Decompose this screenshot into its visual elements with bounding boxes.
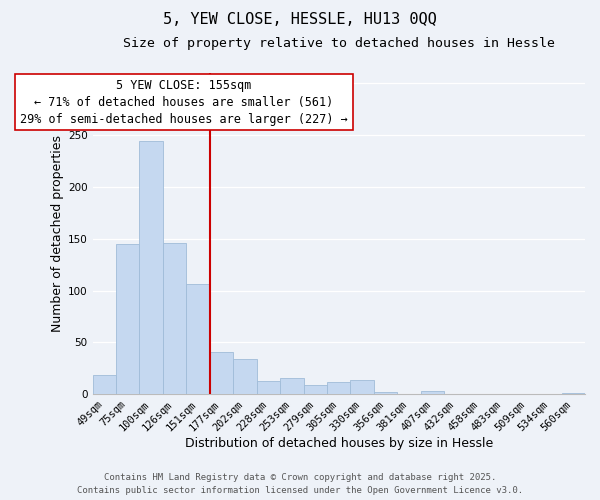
Text: 5 YEW CLOSE: 155sqm
← 71% of detached houses are smaller (561)
29% of semi-detac: 5 YEW CLOSE: 155sqm ← 71% of detached ho… (20, 78, 348, 126)
Bar (233, 359, 257, 394)
Bar (116, 244, 139, 394)
Text: Contains HM Land Registry data © Crown copyright and database right 2025.
Contai: Contains HM Land Registry data © Crown c… (77, 474, 523, 495)
Bar (187, 284, 210, 395)
Bar (374, 392, 397, 394)
Bar (210, 352, 233, 395)
Bar (421, 392, 444, 394)
Bar (139, 141, 163, 395)
Bar (92, 374, 116, 394)
Y-axis label: Number of detached properties: Number of detached properties (51, 135, 64, 332)
Bar (163, 243, 187, 394)
Bar (257, 381, 280, 394)
X-axis label: Distribution of detached houses by size in Hessle: Distribution of detached houses by size … (185, 437, 493, 450)
Bar (304, 385, 327, 394)
Bar (327, 382, 350, 394)
Title: Size of property relative to detached houses in Hessle: Size of property relative to detached ho… (123, 38, 555, 51)
Text: 5, YEW CLOSE, HESSLE, HU13 0QQ: 5, YEW CLOSE, HESSLE, HU13 0QQ (163, 12, 437, 28)
Bar (280, 378, 304, 394)
Bar (350, 380, 374, 394)
